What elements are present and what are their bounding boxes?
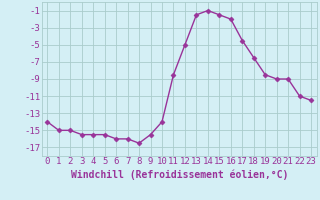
X-axis label: Windchill (Refroidissement éolien,°C): Windchill (Refroidissement éolien,°C) [70,169,288,180]
